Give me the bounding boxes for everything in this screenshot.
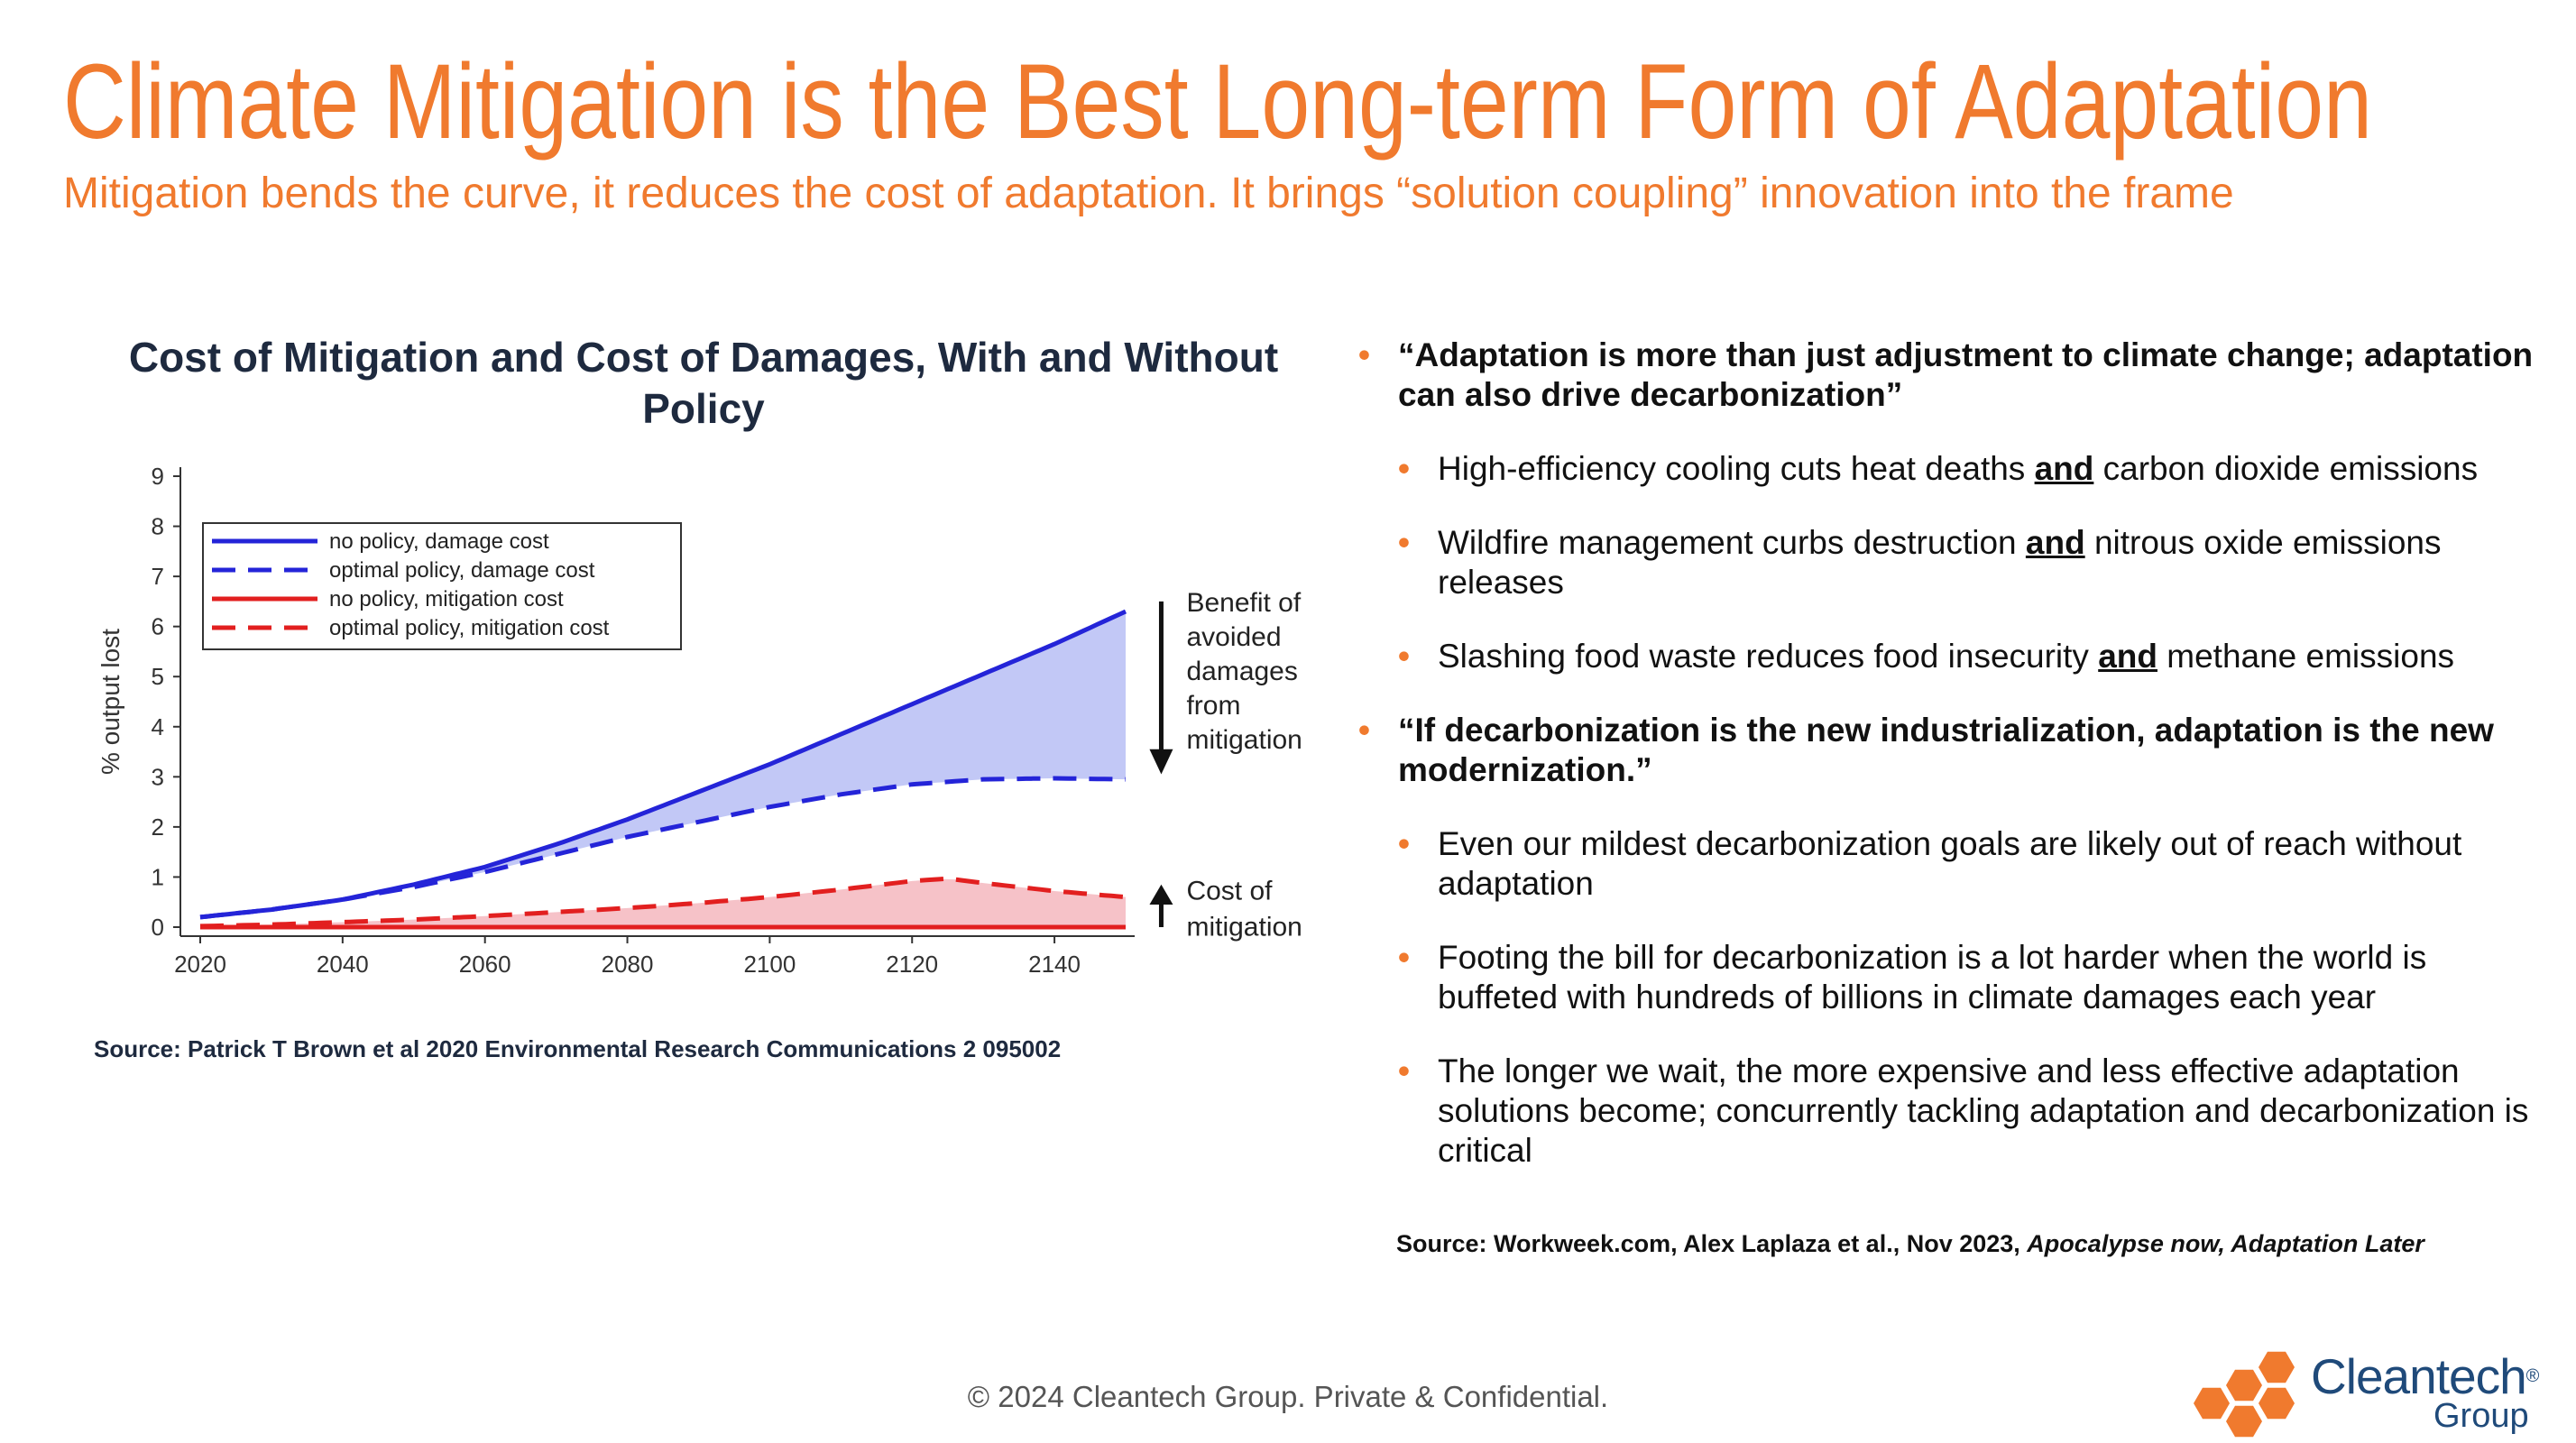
logo-registered: ® xyxy=(2525,1366,2540,1386)
bullet-dot-icon: • xyxy=(1398,1052,1410,1089)
bullet-primary: • “Adaptation is more than just adjustmen… xyxy=(1358,335,2549,415)
bullet-text: “If decarbonization is the new industria… xyxy=(1398,712,2494,788)
bullet-text: carbon dioxide emissions xyxy=(2093,450,2479,487)
benefit-label: avoided xyxy=(1186,622,1281,652)
bullet-text: Even our mildest decarbonization goals a… xyxy=(1438,825,2462,902)
bullet-secondary: • The longer we wait, the more expensive … xyxy=(1358,1052,2549,1171)
bullet-emphasis: and xyxy=(2098,638,2157,675)
chart-source: Source: Patrick T Brown et al 2020 Envir… xyxy=(94,1035,1062,1062)
x-tick-label: 2120 xyxy=(886,951,938,978)
bullet-text: methane emissions xyxy=(2157,638,2455,675)
logo-hexagon-icon xyxy=(2259,1351,2295,1383)
benefit-label: from xyxy=(1186,691,1240,721)
workweek-source-prefix: Source: Workweek.com, Alex Laplaza et al… xyxy=(1396,1230,2028,1257)
bullet-text: Slashing food waste reduces food insecur… xyxy=(1438,638,2099,675)
logo-hexagon-icon xyxy=(2259,1387,2295,1420)
y-tick-label: 4 xyxy=(152,713,164,740)
cost-chart: 0 1 2 3 4 5 6 7 8 9 2020 2040 2060 2080 2100 2120 2140 % … xyxy=(97,463,1302,978)
slide-subtitle: Mitigation bends the curve, it reduces t… xyxy=(63,170,2234,217)
logo-hexagon-icon xyxy=(2226,1369,2262,1402)
bullet-secondary: • Even our mildest decarbonization goals … xyxy=(1358,824,2549,904)
legend-label: no policy, damage cost xyxy=(329,529,549,554)
bullet-emphasis: and xyxy=(2034,450,2094,487)
benefit-label: damages xyxy=(1186,657,1297,686)
cleantech-logo-icon xyxy=(2194,1351,2295,1438)
footer-confidential: © 2024 Cleantech Group. Private & Confid… xyxy=(967,1380,1609,1413)
cost-arrowhead-icon xyxy=(1149,884,1173,905)
bullet-text: High-efficiency cooling cuts heat deaths xyxy=(1438,450,2035,487)
legend-box xyxy=(202,522,682,650)
bullet-text: Footing the bill for decarbonization is … xyxy=(1438,939,2427,1016)
legend-label: no policy, mitigation cost xyxy=(329,587,564,611)
legend-label: optimal policy, damage cost xyxy=(329,558,595,583)
bullet-text: “Adaptation is more than just adjustment… xyxy=(1398,336,2534,413)
series-line xyxy=(199,876,1127,929)
bullet-text: Wildfire management curbs destruction xyxy=(1438,524,2026,561)
slide-title: Climate Mitigation is the Best Long-term… xyxy=(63,42,2372,161)
logo-sub: Group xyxy=(2433,1397,2529,1435)
cost-label: mitigation xyxy=(1186,912,1302,942)
benefit-label: mitigation xyxy=(1186,725,1302,755)
chart-title: Cost of Mitigation and Cost of Damages, … xyxy=(128,334,1279,432)
bullet-emphasis: and xyxy=(2025,524,2085,561)
mitigation-cost-fill xyxy=(200,878,1126,927)
x-tick-label: 2060 xyxy=(459,951,511,978)
workweek-source-title: Apocalypse now, Adaptation Later xyxy=(2027,1230,2424,1257)
bullet-dot-icon: • xyxy=(1398,939,1410,976)
chart-axes: 0 1 2 3 4 5 6 7 8 9 2020 2040 2060 2080 2100 2120 2140 % … xyxy=(97,463,1135,978)
chart-lines xyxy=(199,609,1127,930)
bullet-list: • “Adaptation is more than just adjustmen… xyxy=(1358,335,2549,1205)
x-tick-label: 2100 xyxy=(743,951,796,978)
logo-wordmark: Cleantech® xyxy=(2311,1348,2540,1404)
x-tick-label: 2080 xyxy=(602,951,654,978)
logo-hexagon-icon xyxy=(2226,1405,2262,1438)
bullet-secondary: • High-efficiency cooling cuts heat death… xyxy=(1358,449,2549,489)
x-tick-label: 2140 xyxy=(1028,951,1081,978)
y-tick-label: 8 xyxy=(152,513,164,540)
y-tick-label: 2 xyxy=(152,813,164,841)
legend-label: optimal policy, mitigation cost xyxy=(329,616,610,640)
logo-name: Cleantech xyxy=(2311,1348,2527,1404)
bullet-dot-icon: • xyxy=(1358,712,1370,749)
benefit-label: Benefit of xyxy=(1186,588,1301,618)
bullet-text: nitrous oxide emissions releases xyxy=(1438,524,2442,601)
x-tick-label: 2020 xyxy=(174,951,226,978)
y-tick-label: 0 xyxy=(152,914,164,941)
chart-legend: no policy, damage cost optimal policy, da… xyxy=(202,522,682,650)
bullet-dot-icon: • xyxy=(1398,524,1410,561)
x-tick-label: 2040 xyxy=(317,951,369,978)
bullet-dot-icon: • xyxy=(1398,450,1410,487)
y-tick-label: 9 xyxy=(152,463,164,490)
cost-label: Cost of xyxy=(1186,876,1273,905)
bullet-text: The longer we wait, the more expensive a… xyxy=(1438,1052,2529,1169)
y-tick-label: 5 xyxy=(152,663,164,690)
bullet-secondary: • Wildfire management curbs destruction a… xyxy=(1358,523,2549,602)
bullet-primary: • “If decarbonization is the new industri… xyxy=(1358,711,2549,790)
y-tick-label: 7 xyxy=(152,563,164,590)
bullet-secondary: • Footing the bill for decarbonization is… xyxy=(1358,938,2549,1017)
bullet-dot-icon: • xyxy=(1358,336,1370,373)
y-tick-label: 6 xyxy=(152,613,164,640)
series-line xyxy=(199,776,1127,920)
bullet-dot-icon: • xyxy=(1398,638,1410,675)
bullet-dot-icon: • xyxy=(1398,825,1410,862)
bullet-secondary: • Slashing food waste reduces food insecu… xyxy=(1358,637,2549,676)
y-tick-label: 1 xyxy=(152,863,164,890)
logo-hexagon-icon xyxy=(2194,1387,2230,1420)
workweek-source: Source: Workweek.com, Alex Laplaza et al… xyxy=(1396,1230,2551,1258)
chart-fills xyxy=(200,611,1126,927)
benefit-arrowhead-icon xyxy=(1149,749,1173,775)
y-axis-label: % output lost xyxy=(97,629,124,775)
y-tick-label: 3 xyxy=(152,763,164,790)
avoided-damage-fill xyxy=(200,611,1126,917)
chart-annotations: Benefit of avoided damages from mitigation Co… xyxy=(1149,588,1302,942)
